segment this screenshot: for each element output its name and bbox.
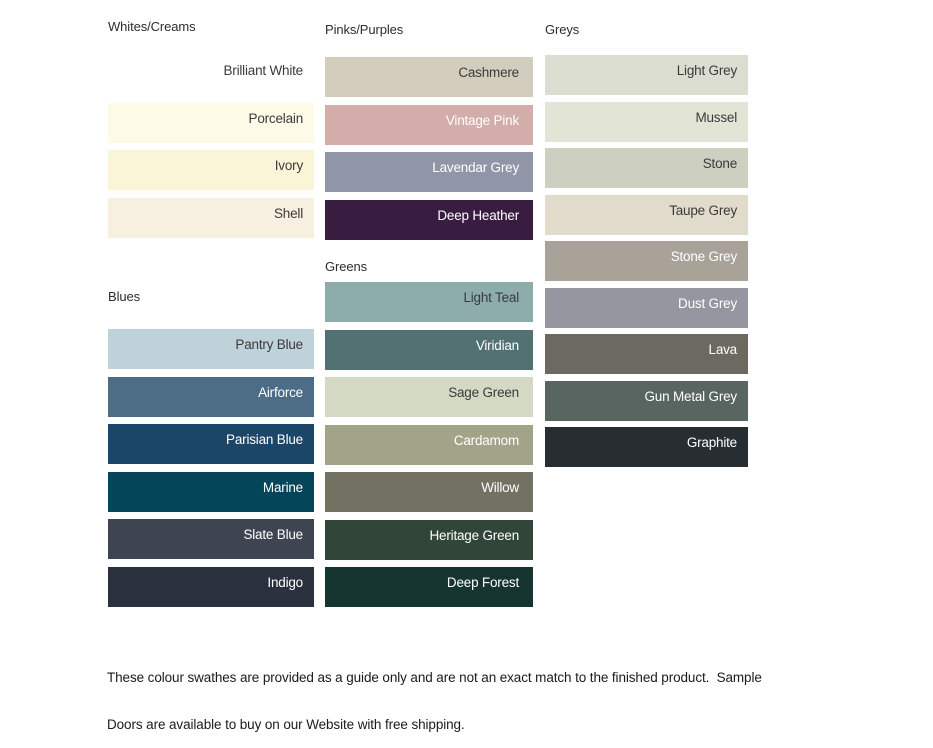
swatch-airforce: Airforce [108,376,314,417]
swatch-label: Lava [708,342,738,357]
swatch-label: Light Grey [676,63,737,78]
swatch-label: Marine [262,479,303,495]
swatch-graphite: Graphite [545,427,748,467]
swatch-heritage-green: Heritage Green [325,519,533,560]
swatch-slate-blue: Slate Blue [108,519,314,559]
disclaimer-line-1: These colour swathes are provided as a g… [107,670,762,685]
swatch-list-greens: Light Teal Viridian Sage Green Cardamom Will… [325,282,533,607]
swatch-light-grey: Light Grey [545,55,748,95]
swatch-label: Heritage Green [429,527,520,543]
swatch-label: Mussel [695,109,737,125]
swatch-group-greys: Greys Light Grey Mussel Stone Taupe Grey Ston… [545,23,748,467]
swatch-group-greens: Greens Light Teal Viridian Sage Green Cardam… [325,260,533,607]
swatch-gun-metal-grey: Gun Metal Grey [545,380,748,421]
swatch-label: Viridian [475,337,519,353]
swatch-label: Indigo [267,574,303,590]
swatch-willow: Willow [325,472,533,512]
swatch-label: Shell [273,205,303,221]
swatch-label: Willow [481,480,519,495]
swatch-lava: Lava [545,334,748,374]
swatch-brilliant-white: Brilliant White [108,55,314,95]
swatch-label: Slate Blue [243,527,303,542]
swatch-label: Light Teal [463,290,519,305]
group-header-greens: Greens [325,259,368,274]
swatch-lavendar-grey: Lavendar Grey [325,152,533,192]
swatch-label: Airforce [258,384,303,400]
swatch-label: Ivory [274,158,303,173]
group-header-pinks-purples: Pinks/Purples [325,22,404,37]
swatch-label: Gun Metal Grey [644,388,738,404]
swatch-group-whites-creams: Whites/Creams Brilliant White Porcelain Ivo… [108,20,314,238]
swatch-shell: Shell [108,197,314,238]
swatch-group-blues: Blues Pantry Blue Airforce Parisian Blue Mar… [108,290,314,607]
swatch-sage-green: Sage Green [325,377,533,417]
swatch-ivory: Ivory [108,150,314,190]
swatch-label: Porcelain [248,110,304,126]
swatch-porcelain: Porcelain [108,102,314,143]
swatch-column-pinks-greens: Pinks/Purples Cashmere Vintage Pink Lavenda… [325,23,533,607]
swatch-cashmere: Cashmere [325,57,533,97]
swatch-taupe-grey: Taupe Grey [545,194,748,235]
swatch-label: Cashmere [458,65,519,80]
swatch-deep-heather: Deep Heather [325,199,533,240]
swatch-parisian-blue: Parisian Blue [108,424,314,464]
swatch-list-whites-creams: Brilliant White Porcelain Ivory Shell [108,55,314,238]
swatch-deep-forest: Deep Forest [325,567,533,607]
swatch-label: Cardamom [453,432,519,448]
swatch-label: Deep Forest [446,575,519,590]
swatch-mussel: Mussel [545,101,748,142]
swatch-list-greys: Light Grey Mussel Stone Taupe Grey Stone Gre… [545,55,748,467]
swatch-label: Pantry Blue [235,337,303,352]
swatch-label: Vintage Pink [445,112,519,128]
swatch-column-whites-blues: Whites/Creams Brilliant White Porcelain Ivo… [108,20,314,607]
swatch-light-teal: Light Teal [325,282,533,322]
swatch-label: Lavendar Grey [432,160,519,175]
swatch-indigo: Indigo [108,566,314,607]
swatch-list-pinks-purples: Cashmere Vintage Pink Lavendar Grey Deep He… [325,57,533,240]
swatch-label: Sage Green [448,385,519,400]
swatch-label: Brilliant White [223,63,303,78]
group-header-blues: Blues [108,289,141,304]
swatch-label: Parisian Blue [226,432,303,447]
swatch-label: Deep Heather [437,207,519,223]
swatch-label: Stone [702,156,737,171]
swatch-group-pinks-purples: Pinks/Purples Cashmere Vintage Pink Lavenda… [325,23,533,240]
disclaimer-text: These colour swathes are provided as a g… [107,639,767,748]
swatch-dust-grey: Dust Grey [545,287,748,328]
swatch-vintage-pink: Vintage Pink [325,104,533,145]
swatch-label: Dust Grey [678,295,737,311]
swatch-column-greys: Greys Light Grey Mussel Stone Taupe Grey Ston… [545,23,748,467]
disclaimer-line-2: Doors are available to buy on our Websit… [107,716,465,732]
swatch-label: Stone Grey [670,249,737,264]
swatch-pantry-blue: Pantry Blue [108,329,314,369]
group-header-whites-creams: Whites/Creams [108,19,196,34]
swatch-label: Graphite [686,435,737,450]
swatch-label: Taupe Grey [669,202,737,218]
swatch-marine: Marine [108,471,314,512]
swatch-stone: Stone [545,148,748,188]
group-header-greys: Greys [545,22,580,37]
swatch-viridian: Viridian [325,329,533,370]
swatch-cardamom: Cardamom [325,424,533,465]
swatch-list-blues: Pantry Blue Airforce Parisian Blue Marine Sl… [108,329,314,607]
swatch-stone-grey: Stone Grey [545,241,748,281]
